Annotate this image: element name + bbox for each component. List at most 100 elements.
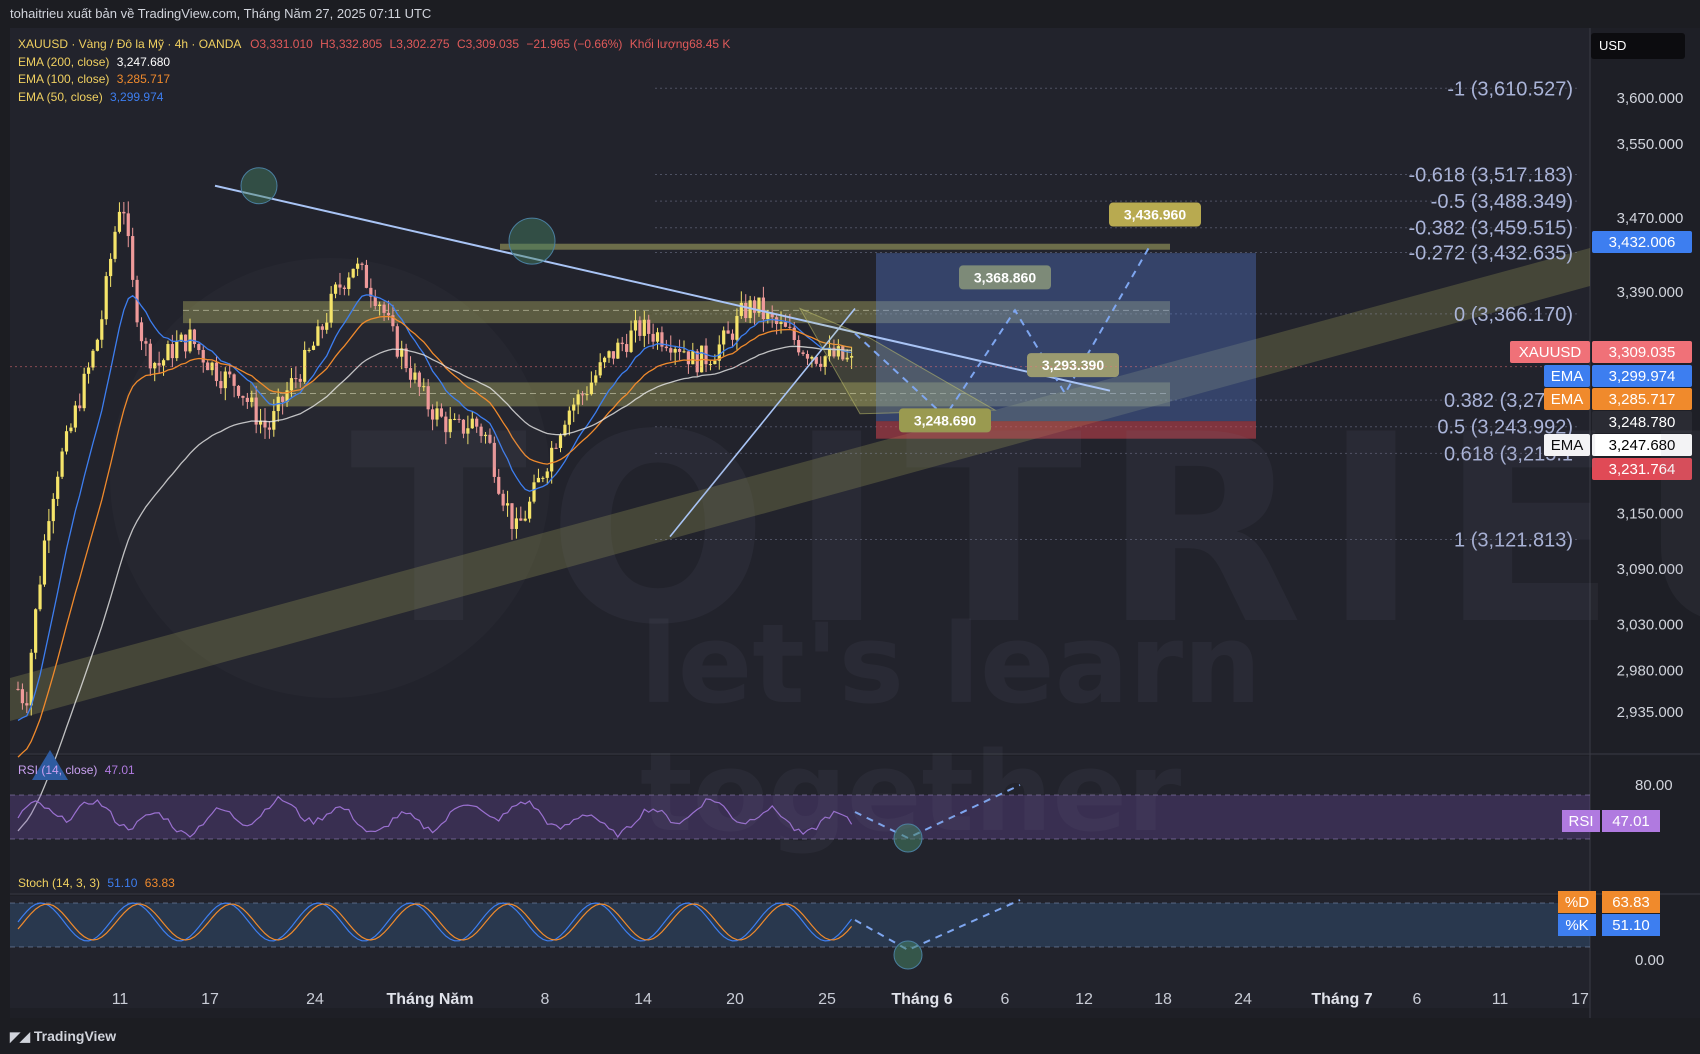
currency-selector[interactable]: USD [1591,33,1685,59]
candle-body [38,584,42,610]
candle-body [25,703,29,706]
rsi-band [10,795,1590,839]
candle-body [695,351,699,373]
ema200-legend[interactable]: EMA (200, close) 3,247.680 [18,54,171,69]
ohlc-high: H3,332.805 [320,37,383,51]
rsi-level-80: 80.00 [1635,777,1673,794]
price-tag-label-bg-0 [1510,341,1590,363]
candle-body [677,348,682,352]
candle-body [347,277,351,289]
candle-body [20,689,25,704]
candle-body [792,327,796,341]
candle-body [589,382,593,395]
candle-body [457,418,461,420]
symbol-line: XAUUSD · Vàng / Đô la Mỹ · 4h · OANDA O3… [18,36,730,54]
candle-body [333,284,338,294]
candle-body [788,326,792,328]
x-tick-9: 6 [1001,991,1010,1008]
candle-body [726,330,730,334]
candle-body [558,435,563,448]
candle-body [461,419,466,434]
candle-body [373,296,377,307]
candle-body [241,395,245,398]
stoch-legend[interactable]: Stoch (14, 3, 3) 51.10 63.83 [18,876,175,890]
candle-body [16,688,20,690]
price-tag-5 [1592,458,1692,480]
price-tag-value-5: 3,231.764 [1609,461,1676,478]
candle-body [761,297,765,320]
candle-body [832,347,836,357]
candle-body [316,326,320,346]
candle-body [814,356,818,364]
annotation-label-3: 3,248.690 [914,412,976,428]
ema100-legend[interactable]: EMA (100, close) 3,285.717 [18,72,171,86]
price-tag-label-bg-4 [1544,434,1590,456]
candle-body [135,279,139,323]
candle-body [303,349,307,382]
main-chart-svg[interactable]: -1 (3,610.527) -0.618 (3,517.183) -0.5 (3,… [10,28,1700,1018]
ohlc-low: L3,302.275 [389,37,450,51]
short-uptrend-line [669,308,856,538]
candle-body [413,372,417,380]
symbol-title[interactable]: XAUUSD · Vàng / Đô la Mỹ · 4h · OANDA [18,37,241,51]
candle-body [550,447,554,472]
x-tick-8: Tháng 6 [891,991,952,1008]
tradingview-logo[interactable]: ◤◢ TradingView [10,1028,117,1044]
ema50-line [17,294,852,721]
candle-body [360,263,364,265]
candle-body [744,302,748,319]
rsi-tag-label: RSI [1568,813,1593,830]
rsi-low-marker [893,823,923,853]
candle-body [633,320,638,331]
swing-high-marker-1 [240,167,278,205]
price-tag-value-0: 3,309.035 [1609,344,1676,361]
y-tick-2: 3,470.000 [1617,210,1684,227]
candle-body [673,348,677,353]
annotation-label-1: 3,368.860 [974,269,1036,285]
candle-body [810,356,814,359]
ohlc-change: −21.965 (−0.66%) [526,37,623,51]
fib-label-0: -1 (3,610.527) [1447,78,1573,100]
candle-body [691,351,695,365]
stoch-d-tag-label: %D [1565,894,1589,911]
chart-area[interactable]: -1 (3,610.527) -0.618 (3,517.183) -0.5 (3,… [10,28,1700,1018]
candle-body [263,420,267,428]
candle-body [250,397,254,402]
candle-body [669,348,673,353]
candle-body [466,428,470,434]
candle-body [166,344,170,361]
candle-body [514,518,518,529]
candle-body [554,447,558,449]
candle-body [34,609,38,653]
x-tick-13: Tháng 7 [1311,991,1372,1008]
x-tick-2: 24 [306,991,324,1008]
candle-body [325,322,329,330]
price-tag-value-6: 3,432.006 [1609,234,1676,251]
price-tag-label-0: XAUUSD [1519,344,1582,361]
candle-body [78,405,82,409]
x-tick-6: 20 [726,991,744,1008]
y-tick-3: 3,390.000 [1617,284,1684,301]
candle-body [272,411,276,430]
stoch-k-tag-bg [1558,914,1596,936]
candle-body [223,371,227,389]
ema50-legend[interactable]: EMA (50, close) 3,299.974 [18,89,164,104]
candle-body [475,418,479,427]
candle-body [585,394,589,396]
candle-body [501,493,505,506]
candle-body [60,451,64,477]
stoch-d-line [17,903,853,941]
price-tag-6 [1592,231,1692,253]
rsi-legend[interactable]: RSI (14, close) 47.01 [18,763,135,777]
candle-body [611,351,616,359]
stoch-k-tag-label: %K [1565,917,1588,934]
fib-label-4: -0.272 (3,432.635) [1408,243,1573,265]
price-tag-3 [1592,411,1692,433]
x-tick-0: 11 [112,991,129,1008]
annotation-box-2 [1027,353,1119,378]
price-tag-label-1: EMA [1551,368,1584,385]
candle-body [298,378,302,382]
candle-body [567,410,571,425]
candle-body [717,344,721,361]
x-tick-7: 25 [818,991,836,1008]
